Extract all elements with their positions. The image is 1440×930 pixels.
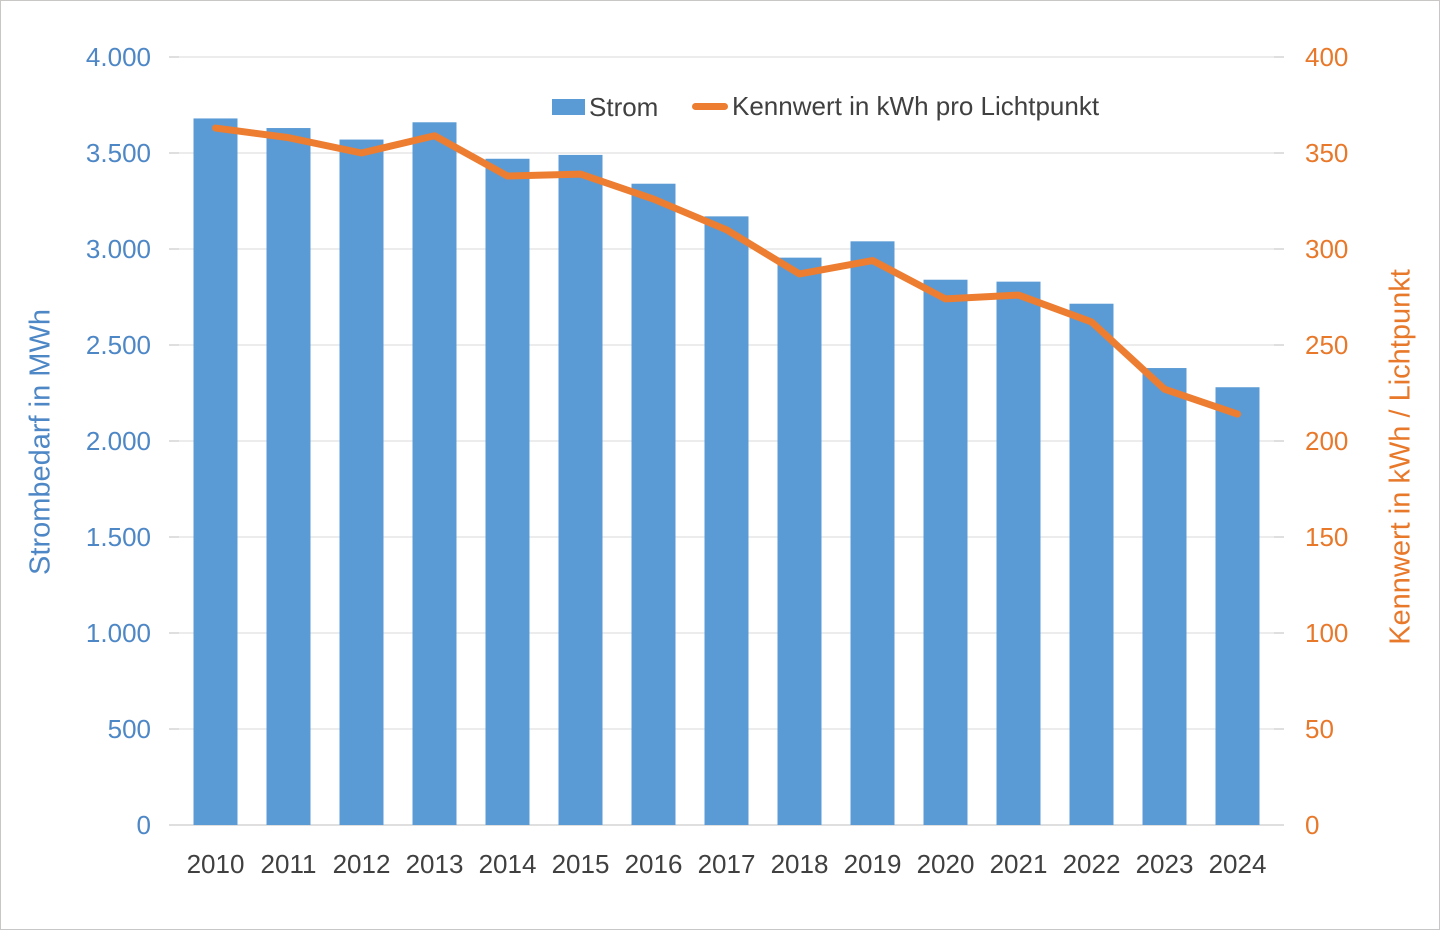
bar-2024 <box>1215 387 1260 825</box>
right-axis-tick-label: 400 <box>1305 42 1348 72</box>
x-axis-label: 2023 <box>1136 849 1194 879</box>
bar-2011 <box>266 128 311 825</box>
legend-swatch-strom <box>552 99 585 115</box>
left-axis-tick-label: 2.500 <box>86 330 151 360</box>
bar-2020 <box>923 279 968 826</box>
left-axis-title: Strombedarf in MWh <box>24 309 57 575</box>
x-axis-label: 2013 <box>406 849 464 879</box>
bar-2010 <box>193 118 238 825</box>
left-axis-tick-label: 4.000 <box>86 42 151 72</box>
right-axis-title: Kennwert in kWh / Lichtpunkt <box>1384 269 1417 645</box>
bar-2021 <box>996 281 1041 825</box>
legend-swatch-kennwert <box>692 102 728 110</box>
left-axis-tick-label: 1.000 <box>86 618 151 648</box>
left-axis-tick-label: 0 <box>137 810 151 840</box>
right-axis-tick-label: 350 <box>1305 138 1348 168</box>
bar-2015 <box>558 154 603 826</box>
bar-2023 <box>1142 368 1187 825</box>
legend-label-strom: Strom <box>589 91 659 122</box>
bar-2016 <box>631 183 676 826</box>
x-axis-label: 2018 <box>771 849 829 879</box>
bar-2022 <box>1069 303 1114 826</box>
right-axis-tick-label: 100 <box>1305 618 1348 648</box>
left-axis-tick-label: 3.000 <box>86 234 151 264</box>
bar-2018 <box>777 257 822 825</box>
x-axis-label: 2024 <box>1209 849 1267 879</box>
bar-2013 <box>412 122 457 825</box>
legend-item-strom: Strom <box>552 92 658 122</box>
right-axis-tick-label: 0 <box>1305 810 1319 840</box>
right-axis-tick-label: 250 <box>1305 330 1348 360</box>
x-axis-label: 2016 <box>625 849 683 879</box>
right-axis-tick-label: 200 <box>1305 426 1348 456</box>
right-axis-tick-label: 50 <box>1305 714 1334 744</box>
x-axis-label: 2010 <box>187 849 245 879</box>
x-axis-label: 2012 <box>333 849 391 879</box>
x-axis-label: 2015 <box>552 849 610 879</box>
legend-label-kennwert: Kennwert in kWh pro Lichtpunkt <box>732 90 1100 121</box>
x-axis-label: 2014 <box>479 849 537 879</box>
x-axis-label: 2021 <box>990 849 1048 879</box>
x-axis-label: 2017 <box>698 849 756 879</box>
left-axis-tick-label: 3.500 <box>86 138 151 168</box>
left-axis-tick-label: 2.000 <box>86 426 151 456</box>
bar-2019 <box>850 241 895 825</box>
x-axis-label: 2020 <box>917 849 975 879</box>
x-axis-label: 2022 <box>1063 849 1121 879</box>
bar-2014 <box>485 158 530 825</box>
legend-item-kennwert: Kennwert in kWh pro Lichtpunkt <box>692 91 1099 121</box>
left-axis-tick-label: 1.500 <box>86 522 151 552</box>
x-axis-label: 2011 <box>261 849 317 879</box>
x-axis-label: 2019 <box>844 849 902 879</box>
bar-2012 <box>339 139 384 825</box>
right-axis-tick-label: 300 <box>1305 234 1348 264</box>
left-axis-tick-label: 500 <box>108 714 151 744</box>
bar-2017 <box>704 216 749 826</box>
right-axis-tick-label: 150 <box>1305 522 1348 552</box>
kennwert-line <box>212 124 1241 418</box>
